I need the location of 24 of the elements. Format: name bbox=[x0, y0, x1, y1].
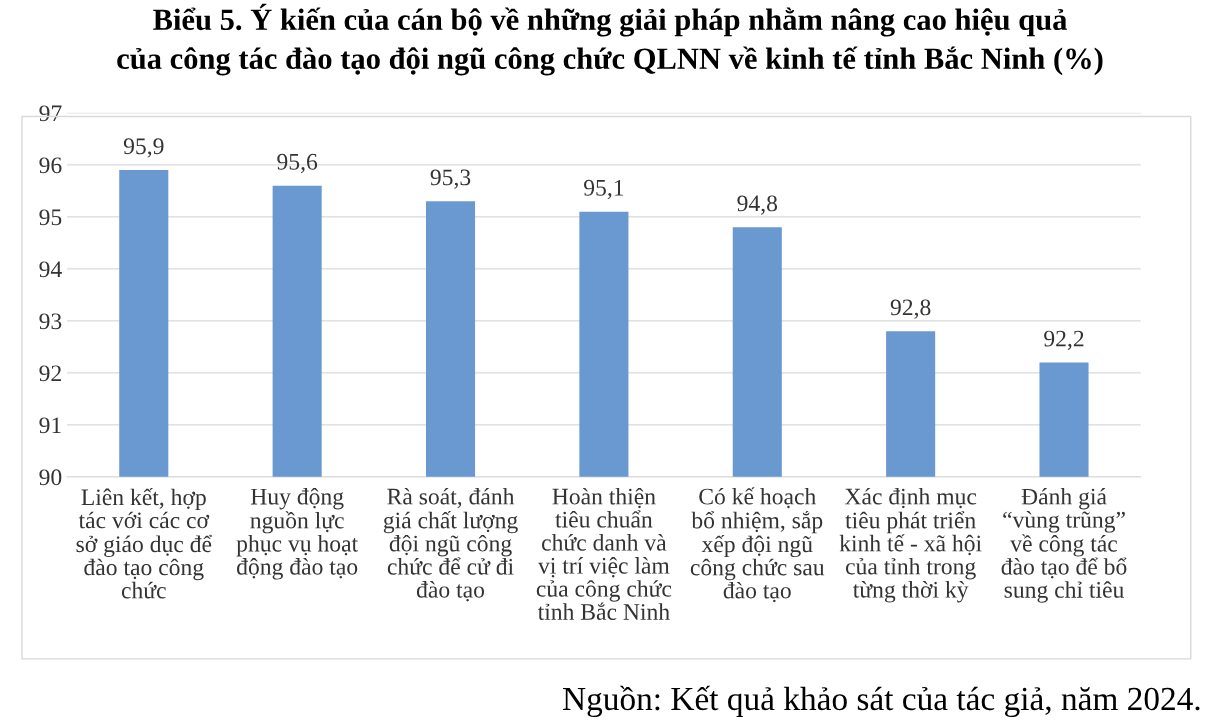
y-tick-label: 90 bbox=[39, 469, 62, 486]
x-tick-label: Liên kết, hợp tác với các cơ sở giáo dục để đào tạo công chức bbox=[76, 487, 212, 599]
x-tick-label: Huy động nguồn lực phục vụ hoạt động đào tạo bbox=[236, 487, 358, 580]
data-label: 95,9 bbox=[123, 138, 164, 158]
chart-title: Biểu 5. Ý kiến của cán bộ về những giải pháp nhằm nâng cao hiệu quả của công tác đào tạo đội ngũ công chức QLNN về kinh tế tỉnh Bắc Ninh (%) bbox=[117, 3, 1103, 76]
data-label: 95,6 bbox=[277, 153, 318, 174]
data-label: 95,3 bbox=[430, 169, 471, 189]
data-label: 92,2 bbox=[1044, 330, 1084, 350]
x-tick-label: Có kế hoạch bổ nhiệm, sắp xếp đội ngũ công chức sau đào tạo bbox=[690, 487, 825, 603]
y-tick-label: 94 bbox=[39, 261, 62, 278]
data-label: 95,1 bbox=[584, 179, 624, 200]
y-tick-label: 93 bbox=[39, 313, 62, 330]
x-tick-label: Rà soát, đánh giá chất lượng đội ngũ công chức để cử đi đào tạo bbox=[383, 487, 518, 602]
data-label: 94,8 bbox=[737, 195, 778, 215]
x-tick-label: Đánh giá “vùng trũng” về công tác đào tạo để bổ sung chỉ tiêu bbox=[1001, 487, 1127, 603]
y-tick-label: 96 bbox=[39, 157, 62, 174]
y-tick-label: 91 bbox=[39, 417, 61, 434]
y-tick-label: 97 bbox=[39, 105, 62, 122]
y-tick-label: 92 bbox=[39, 365, 61, 382]
data-label: 92,8 bbox=[890, 299, 931, 319]
x-tick-label: Hoàn thiện tiêu chuẩn chức danh và vị trí việc làm của công chức tỉnh Bắc Ninh bbox=[536, 487, 672, 620]
text: Nguồn: Kết quả khảo sát của tác giả, năm 2024. bbox=[563, 685, 1200, 718]
x-tick-label: Xác định mục tiêu phát triển kinh tế - xã hội của tỉnh trong từng thời kỳ bbox=[839, 487, 982, 603]
y-tick-label: 95 bbox=[39, 209, 62, 226]
